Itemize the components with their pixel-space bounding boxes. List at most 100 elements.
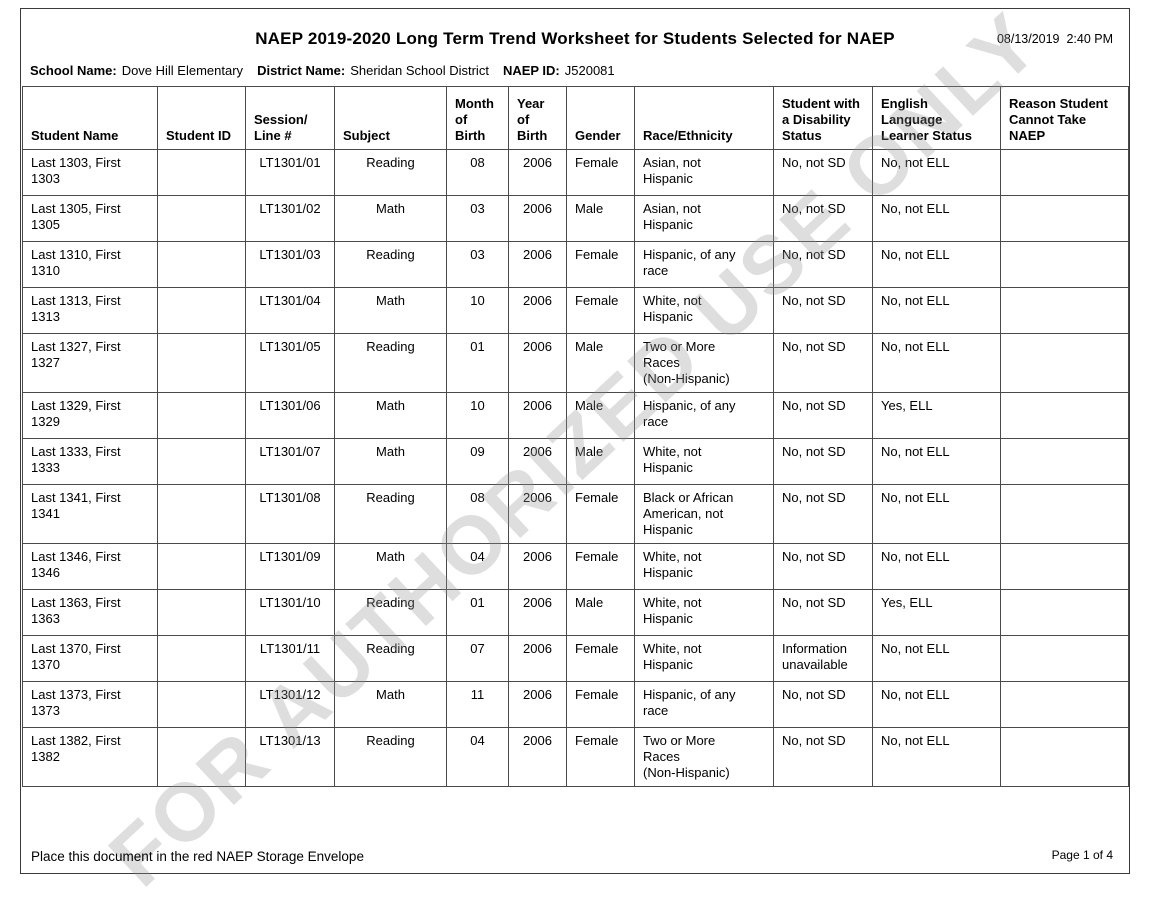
cell-student-id — [157, 241, 246, 288]
cell-year-of-birth: 2006 — [508, 727, 567, 787]
cell-gender: Female — [566, 681, 635, 728]
cell-disability-status: No, not SD — [773, 241, 873, 288]
school-info-bar: School Name: Dove Hill Elementary District… — [30, 63, 1129, 78]
cell-student-name: Last 1363, First 1363 — [22, 589, 158, 636]
cell-month-of-birth: 08 — [446, 484, 509, 544]
cell-subject: Math — [334, 392, 447, 439]
cell-student-id — [157, 635, 246, 682]
cell-ell-status: No, not ELL — [872, 149, 1001, 196]
cell-gender: Female — [566, 149, 635, 196]
cell-subject: Math — [334, 438, 447, 485]
cell-year-of-birth: 2006 — [508, 392, 567, 439]
cell-race-ethnicity: White, not Hispanic — [634, 543, 774, 590]
cell-gender: Female — [566, 484, 635, 544]
cell-session-line: LT1301/13 — [245, 727, 335, 787]
cell-race-ethnicity: White, not Hispanic — [634, 438, 774, 485]
cell-subject: Reading — [334, 727, 447, 787]
cell-reason-cannot-take — [1000, 635, 1129, 682]
table-header-row: Student Name Student ID Session/ Line # … — [22, 86, 1129, 150]
cell-student-id — [157, 681, 246, 728]
cell-gender: Male — [566, 195, 635, 242]
cell-year-of-birth: 2006 — [508, 195, 567, 242]
document-header: NAEP 2019-2020 Long Term Trend Worksheet… — [21, 29, 1129, 53]
cell-month-of-birth: 11 — [446, 681, 509, 728]
page-title: NAEP 2019-2020 Long Term Trend Worksheet… — [255, 29, 895, 48]
cell-year-of-birth: 2006 — [508, 241, 567, 288]
cell-student-id — [157, 589, 246, 636]
cell-gender: Female — [566, 241, 635, 288]
student-table-body: Last 1303, First 1303 LT1301/01 Reading 08 2… — [22, 149, 1129, 787]
table-row: Last 1327, First 1327 LT1301/05 Reading 01 2… — [22, 333, 1129, 393]
cell-reason-cannot-take — [1000, 589, 1129, 636]
cell-student-id — [157, 484, 246, 544]
cell-session-line: LT1301/07 — [245, 438, 335, 485]
cell-year-of-birth: 2006 — [508, 484, 567, 544]
cell-race-ethnicity: White, not Hispanic — [634, 287, 774, 334]
district-name-value: Sheridan School District — [350, 63, 489, 78]
district-name-label: District Name: — [257, 63, 346, 78]
cell-reason-cannot-take — [1000, 681, 1129, 728]
cell-subject: Math — [334, 287, 447, 334]
cell-year-of-birth: 2006 — [508, 635, 567, 682]
cell-disability-status: No, not SD — [773, 484, 873, 544]
cell-reason-cannot-take — [1000, 438, 1129, 485]
cell-disability-status: No, not SD — [773, 392, 873, 439]
cell-ell-status: No, not ELL — [872, 333, 1001, 393]
cell-session-line: LT1301/09 — [245, 543, 335, 590]
cell-gender: Male — [566, 392, 635, 439]
cell-session-line: LT1301/11 — [245, 635, 335, 682]
cell-ell-status: No, not ELL — [872, 635, 1001, 682]
cell-subject: Math — [334, 195, 447, 242]
cell-gender: Male — [566, 333, 635, 393]
cell-reason-cannot-take — [1000, 149, 1129, 196]
cell-student-name: Last 1327, First 1327 — [22, 333, 158, 393]
cell-race-ethnicity: Asian, not Hispanic — [634, 195, 774, 242]
table-row: Last 1313, First 1313 LT1301/04 Math 10 2006… — [22, 287, 1129, 334]
cell-subject: Reading — [334, 241, 447, 288]
cell-month-of-birth: 01 — [446, 333, 509, 393]
cell-session-line: LT1301/12 — [245, 681, 335, 728]
cell-subject: Reading — [334, 589, 447, 636]
cell-month-of-birth: 04 — [446, 543, 509, 590]
cell-subject: Reading — [334, 635, 447, 682]
table-row: Last 1341, First 1341 LT1301/08 Reading 08 2… — [22, 484, 1129, 544]
table-row: Last 1329, First 1329 LT1301/06 Math 10 2006… — [22, 392, 1129, 439]
cell-year-of-birth: 2006 — [508, 681, 567, 728]
cell-year-of-birth: 2006 — [508, 149, 567, 196]
naep-id-value: J520081 — [564, 63, 615, 78]
table-row: Last 1333, First 1333 LT1301/07 Math 09 2006… — [22, 438, 1129, 485]
cell-disability-status: No, not SD — [773, 438, 873, 485]
cell-session-line: LT1301/08 — [245, 484, 335, 544]
cell-disability-status: No, not SD — [773, 287, 873, 334]
cell-month-of-birth: 10 — [446, 392, 509, 439]
cell-session-line: LT1301/05 — [245, 333, 335, 393]
cell-student-name: Last 1303, First 1303 — [22, 149, 158, 196]
header-gender: Gender — [566, 86, 635, 150]
cell-disability-status: No, not SD — [773, 589, 873, 636]
cell-reason-cannot-take — [1000, 543, 1129, 590]
cell-reason-cannot-take — [1000, 392, 1129, 439]
cell-month-of-birth: 09 — [446, 438, 509, 485]
cell-month-of-birth: 08 — [446, 149, 509, 196]
cell-ell-status: Yes, ELL — [872, 392, 1001, 439]
cell-year-of-birth: 2006 — [508, 333, 567, 393]
cell-reason-cannot-take — [1000, 727, 1129, 787]
cell-ell-status: No, not ELL — [872, 241, 1001, 288]
cell-gender: Female — [566, 727, 635, 787]
cell-student-name: Last 1333, First 1333 — [22, 438, 158, 485]
cell-year-of-birth: 2006 — [508, 287, 567, 334]
cell-subject: Math — [334, 543, 447, 590]
cell-student-name: Last 1305, First 1305 — [22, 195, 158, 242]
table-row: Last 1303, First 1303 LT1301/01 Reading 08 2… — [22, 149, 1129, 196]
cell-student-id — [157, 149, 246, 196]
cell-gender: Male — [566, 589, 635, 636]
cell-race-ethnicity: Asian, not Hispanic — [634, 149, 774, 196]
table-row: Last 1305, First 1305 LT1301/02 Math 03 2006… — [22, 195, 1129, 242]
cell-disability-status: No, not SD — [773, 149, 873, 196]
cell-year-of-birth: 2006 — [508, 543, 567, 590]
cell-disability-status: No, not SD — [773, 333, 873, 393]
cell-student-name: Last 1313, First 1313 — [22, 287, 158, 334]
cell-student-id — [157, 195, 246, 242]
cell-session-line: LT1301/02 — [245, 195, 335, 242]
table-row: Last 1370, First 1370 LT1301/11 Reading 07 2… — [22, 635, 1129, 682]
